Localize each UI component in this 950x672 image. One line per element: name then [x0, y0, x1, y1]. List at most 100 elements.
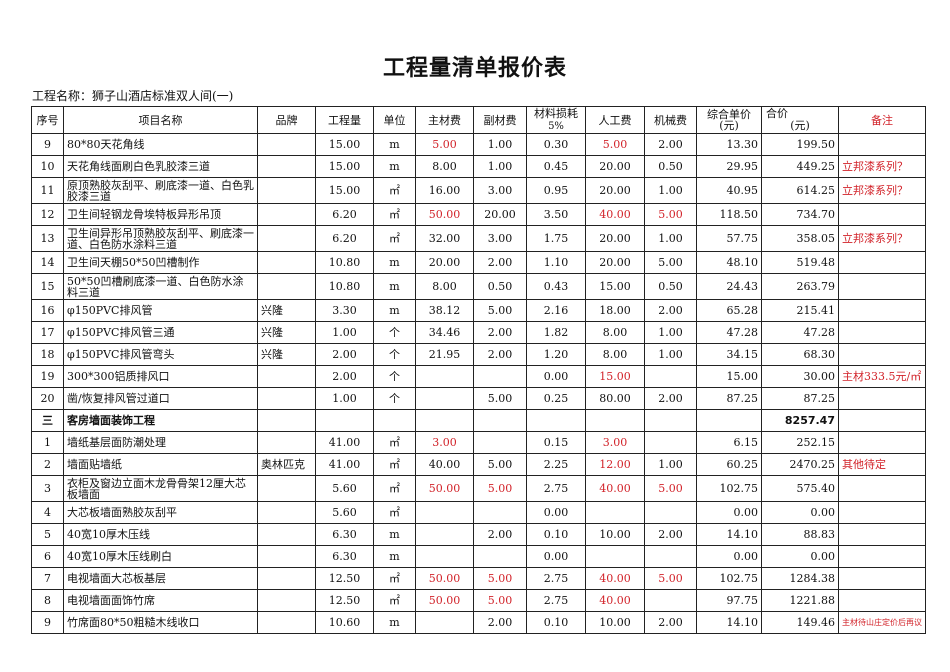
- cell-machine: [644, 431, 697, 454]
- cell-labor: 40.00: [585, 589, 645, 612]
- cell-name: 衣柜及窗边立面木龙骨骨架12厘大芯板墙面: [63, 475, 258, 502]
- cell-seq: 16: [31, 299, 64, 322]
- table-row: 14 卫生间天棚50*50凹槽制作 10.80 m 20.00 2.00 1.10 20.00…: [31, 251, 926, 274]
- cell-machine: 1.00: [644, 225, 697, 252]
- cell-unit-price: 118.50: [696, 203, 762, 226]
- cell-aux: 2.00: [473, 523, 527, 546]
- header-unit-price: 综合单价(元): [696, 106, 762, 134]
- cell-loss: 2.75: [526, 567, 586, 590]
- cell-main: [415, 545, 474, 568]
- cell-brand: 兴隆: [257, 299, 316, 322]
- cell-loss: 2.75: [526, 589, 586, 612]
- cell-name: 凿/恢复排风管过道口: [63, 387, 258, 410]
- cell-labor: [585, 501, 645, 524]
- cell-seq: 20: [31, 387, 64, 410]
- table-row: 9 80*80天花角线 15.00 m 5.00 1.00 0.30 5.00 2.00 13.3…: [31, 133, 926, 156]
- table-row: 7 电视墙面大芯板基层 12.50 ㎡ 50.00 5.00 2.75 40.00 5.00 10…: [31, 567, 926, 590]
- cell-labor: 20.00: [585, 177, 645, 204]
- cell-loss: 0.45: [526, 155, 586, 178]
- cell-seq: 4: [31, 501, 64, 524]
- cell-brand: [257, 611, 316, 634]
- header-total: 合价 (元): [761, 106, 839, 134]
- cell-labor: 40.00: [585, 567, 645, 590]
- cell-labor: 15.00: [585, 365, 645, 388]
- cell-qty: 2.00: [315, 343, 374, 366]
- cell-unit: 个: [373, 343, 416, 366]
- cell-total: 734.70: [761, 203, 839, 226]
- header-main: 主材费: [415, 106, 474, 134]
- cell-main: 8.00: [415, 273, 474, 300]
- cell-brand: [257, 567, 316, 590]
- quote-table: 序号 项目名称 品牌 工程量 单位 主材费 副材费 材料损耗 5% 人工费 机械费…: [31, 106, 926, 634]
- cell-unit-price: 15.00: [696, 365, 762, 388]
- cell-unit: m: [373, 611, 416, 634]
- cell-machine: 1.00: [644, 177, 697, 204]
- cell-aux: 3.00: [473, 225, 527, 252]
- cell-loss: 0.95: [526, 177, 586, 204]
- cell-machine: 0.50: [644, 273, 697, 300]
- cell-main: 40.00: [415, 453, 474, 476]
- header-row: 序号 项目名称 品牌 工程量 单位 主材费 副材费 材料损耗 5% 人工费 机械费…: [31, 106, 926, 134]
- cell-aux: [473, 501, 527, 524]
- cell-seq: 17: [31, 321, 64, 344]
- cell-name: 竹席面80*50粗糙木线收口: [63, 611, 258, 634]
- cell-remark: [838, 299, 926, 322]
- cell-brand: 兴隆: [257, 343, 316, 366]
- cell-machine: [644, 501, 697, 524]
- cell-unit-price: 13.30: [696, 133, 762, 156]
- header-aux: 副材费: [473, 106, 527, 134]
- cell-total: 47.28: [761, 321, 839, 344]
- cell-total: 68.30: [761, 343, 839, 366]
- cell-seq: 7: [31, 567, 64, 590]
- cell-unit: ㎡: [373, 225, 416, 252]
- cell-remark: [838, 203, 926, 226]
- table-row: 3 衣柜及窗边立面木龙骨骨架12厘大芯板墙面 5.60 ㎡ 50.00 5.00 2.75 4…: [31, 475, 926, 502]
- header-remark: 备注: [838, 106, 926, 134]
- cell-loss: 0.25: [526, 387, 586, 410]
- cell-name: 卫生间天棚50*50凹槽制作: [63, 251, 258, 274]
- cell-unit-price: 47.28: [696, 321, 762, 344]
- cell-name: 电视墙面大芯板基层: [63, 567, 258, 590]
- cell-main: 8.00: [415, 155, 474, 178]
- cell-loss: 1.10: [526, 251, 586, 274]
- project-name: 工程名称：狮子山酒店标准双人间(一): [32, 89, 234, 103]
- cell-unit: ㎡: [373, 177, 416, 204]
- cell-unit-price: 48.10: [696, 251, 762, 274]
- cell-total: 614.25: [761, 177, 839, 204]
- cell-brand: [257, 365, 316, 388]
- header-loss-bottom: 5%: [548, 121, 564, 132]
- cell-machine: 1.00: [644, 453, 697, 476]
- cell-name: 卫生间异形吊顶熟胶灰刮平、刷底漆一道、白色防水涂料三道: [63, 225, 258, 252]
- cell-unit: m: [373, 545, 416, 568]
- cell-unit-price: 24.43: [696, 273, 762, 300]
- cell-qty: 12.50: [315, 567, 374, 590]
- cell-unit-price: 6.15: [696, 431, 762, 454]
- cell-aux: 20.00: [473, 203, 527, 226]
- cell-total: 1221.88: [761, 589, 839, 612]
- cell-machine: 2.00: [644, 299, 697, 322]
- header-total-bottom: (元): [790, 119, 810, 132]
- cell-seq: 6: [31, 545, 64, 568]
- cell-main: 5.00: [415, 133, 474, 156]
- cell-total: 1284.38: [761, 567, 839, 590]
- cell-qty: 5.60: [315, 475, 374, 502]
- table-row: 8 电视墙面面饰竹席 12.50 ㎡ 50.00 5.00 2.75 40.00 97.75 12…: [31, 589, 926, 612]
- cell-loss: 0.00: [526, 545, 586, 568]
- cell-name: 墙面贴墙纸: [63, 453, 258, 476]
- cell-name: 电视墙面面饰竹席: [63, 589, 258, 612]
- cell-unit-price: 34.15: [696, 343, 762, 366]
- cell-brand: 奥林匹克: [257, 453, 316, 476]
- cell-unit-price: 29.95: [696, 155, 762, 178]
- cell-labor: 18.00: [585, 299, 645, 322]
- cell-labor: 20.00: [585, 251, 645, 274]
- cell-unit-price: 87.25: [696, 387, 762, 410]
- cell-name: 卫生间轻钢龙骨埃特板异形吊顶: [63, 203, 258, 226]
- cell-name: φ150PVC排风管弯头: [63, 343, 258, 366]
- cell-loss: 0.30: [526, 133, 586, 156]
- cell-name: 客房墙面装饰工程: [63, 409, 258, 432]
- cell-remark: [838, 343, 926, 366]
- cell-remark: [838, 475, 926, 502]
- cell-aux: 5.00: [473, 567, 527, 590]
- cell-remark: [838, 589, 926, 612]
- cell-main: 34.46: [415, 321, 474, 344]
